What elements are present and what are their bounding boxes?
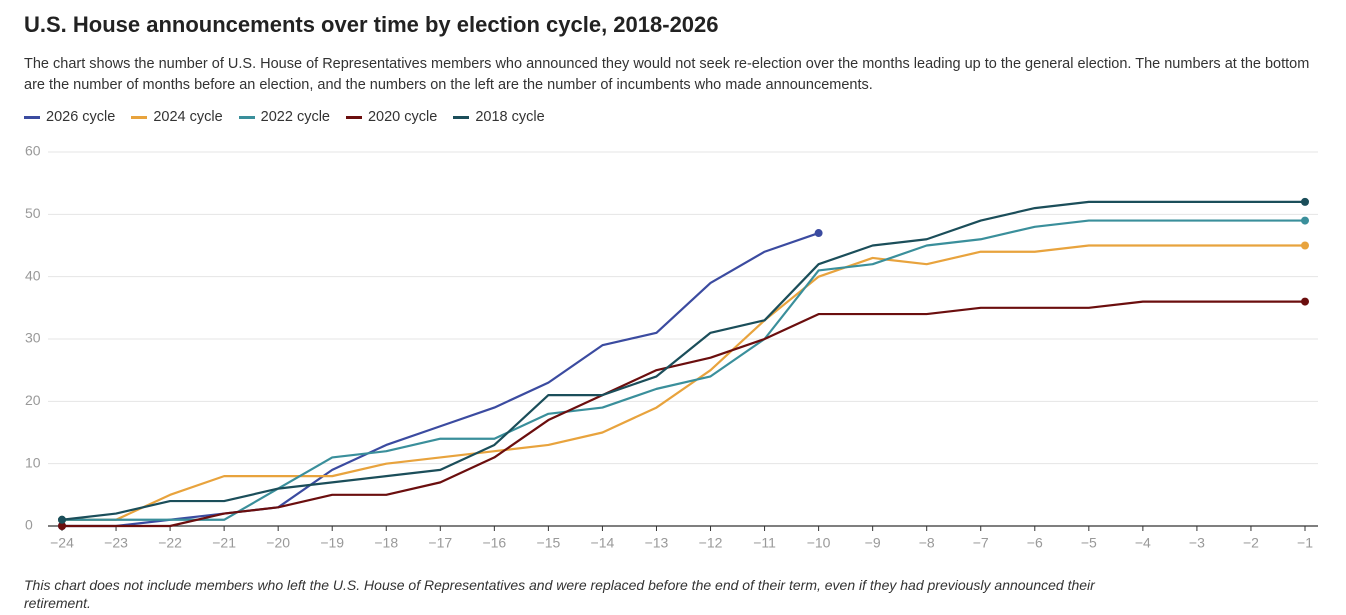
- legend-label: 2022 cycle: [260, 109, 330, 125]
- x-tick-label: −14: [591, 535, 615, 551]
- x-tick-label: −10: [807, 535, 831, 551]
- y-tick-label: 30: [25, 330, 41, 346]
- end-point: [1301, 216, 1309, 225]
- x-tick-label: −1: [1297, 535, 1313, 551]
- series-line: [62, 244, 1305, 521]
- x-tick-label: −11: [753, 535, 776, 551]
- legend-swatch: [24, 115, 40, 119]
- end-point: [814, 229, 823, 238]
- x-tick-label: −19: [320, 535, 344, 551]
- legend-item: 2026 cycle: [24, 109, 115, 125]
- legend-item: 2018 cycle: [453, 109, 545, 125]
- legend-swatch: [345, 115, 362, 119]
- y-tick-label: 20: [25, 392, 41, 408]
- y-tick-label: 10: [25, 454, 41, 470]
- end-point: [1301, 241, 1309, 250]
- y-tick-label: 0: [25, 517, 33, 533]
- x-tick-label: −7: [973, 535, 989, 551]
- x-tick-label: −17: [428, 535, 452, 551]
- legend-label: 2024 cycle: [153, 109, 223, 125]
- x-tick-label: −16: [482, 535, 506, 551]
- series-line: [61, 200, 1305, 521]
- legend-item: 2020 cycle: [345, 109, 438, 125]
- legend-label: 2020 cycle: [367, 109, 438, 125]
- x-tick-label: −22: [158, 535, 182, 551]
- legend-swatch: [453, 115, 470, 119]
- chart-title: U.S. House announcements over time by el…: [24, 12, 719, 37]
- x-tick-label: −5: [1081, 535, 1097, 551]
- footnote: This chart does not include members who …: [24, 577, 1095, 611]
- legend: 2026 cycle 2024 cycle 2022 cycle 2020 cycle…: [24, 109, 545, 125]
- legend-label: 2018 cycle: [475, 109, 545, 125]
- legend-item: 2022 cycle: [238, 109, 330, 125]
- y-tick-label: 40: [25, 267, 41, 283]
- chart-subtitle: The chart shows the number of U.S. House…: [24, 56, 1310, 93]
- x-tick-label: −2: [1243, 535, 1259, 551]
- x-tick-label: −4: [1135, 535, 1151, 551]
- x-tick-label: −8: [919, 535, 935, 551]
- series-line: [62, 231, 819, 528]
- end-point: [58, 522, 66, 530]
- end-point: [1301, 197, 1309, 206]
- x-tick-label: −18: [374, 535, 398, 551]
- x-tick-label: −23: [104, 535, 128, 551]
- legend-label: 2026 cycle: [46, 109, 116, 125]
- x-tick-label: −12: [699, 535, 723, 551]
- x-tick-label: −15: [537, 535, 561, 551]
- legend-item: 2024 cycle: [131, 109, 223, 125]
- x-tick-label: −3: [1189, 535, 1205, 551]
- x-tick-label: −6: [1027, 535, 1043, 551]
- end-point: [58, 515, 66, 524]
- x-tick-label: −24: [50, 535, 74, 551]
- x-tick-label: −20: [266, 535, 290, 551]
- end-point: [1301, 297, 1309, 306]
- legend-swatch: [238, 115, 255, 119]
- x-tick-label: −13: [645, 535, 669, 551]
- series-line: [62, 219, 1305, 521]
- x-tick-label: −9: [865, 535, 881, 551]
- y-tick-label: 50: [25, 205, 41, 221]
- series-line: [62, 300, 1305, 528]
- x-tick-label: −21: [212, 535, 236, 551]
- legend-swatch: [131, 115, 148, 119]
- y-tick-label: 60: [25, 143, 41, 159]
